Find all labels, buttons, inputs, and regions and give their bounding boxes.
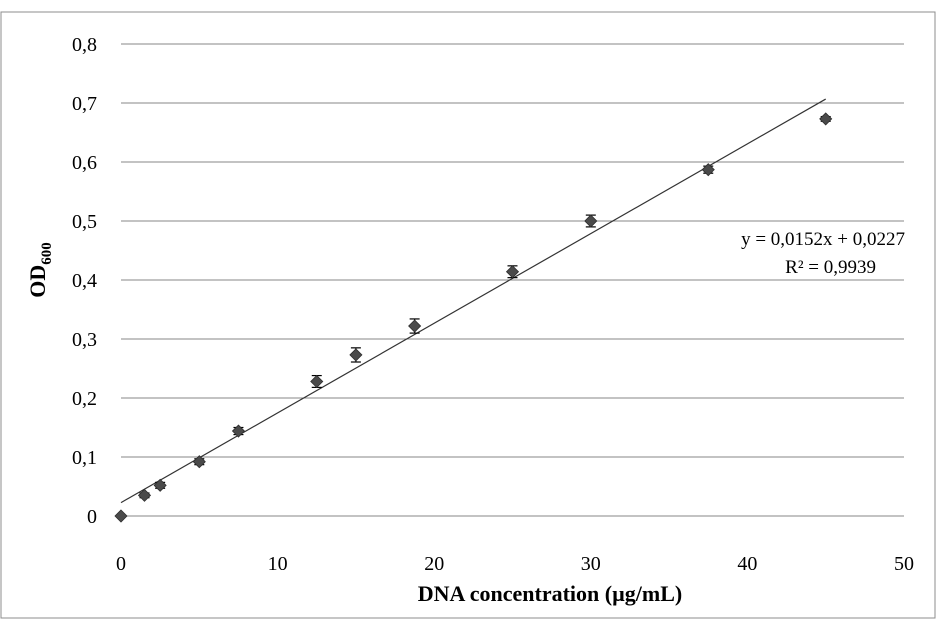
y-tick-label: 0,6 — [72, 152, 97, 174]
data-point — [584, 214, 598, 228]
trendline-equation: y = 0,0152x + 0,0227 — [741, 229, 905, 250]
gridlines — [121, 43, 904, 458]
data-point — [137, 488, 152, 502]
x-tick-label: 30 — [581, 553, 601, 575]
y-axis-title-main: OD — [25, 265, 50, 298]
data-point — [408, 319, 422, 333]
y-tick-label: 0,4 — [72, 270, 97, 292]
x-axis-title: DNA concentration (µg/mL) — [418, 581, 682, 606]
x-tick-label: 20 — [424, 553, 444, 575]
x-tick-label: 40 — [737, 553, 757, 575]
data-point — [192, 455, 206, 469]
r-squared-label: R² = 0,9939 — [785, 257, 876, 278]
y-tick-labels: 0 0,1 0,2 0,3 0,4 0,5 0,6 0,7 0,8 — [72, 34, 97, 528]
x-tick-label: 50 — [894, 553, 914, 575]
data-point — [349, 348, 363, 362]
y-tick-label: 0,5 — [72, 211, 97, 233]
y-tick-label: 0,3 — [72, 329, 97, 351]
y-tick-label: 0,1 — [72, 447, 97, 469]
y-axis-title-subscript: 600 — [39, 242, 55, 265]
data-points — [114, 112, 833, 523]
y-axis-title: OD600 — [25, 242, 55, 298]
chart-border — [0, 11, 936, 619]
data-point — [310, 374, 324, 389]
data-point — [153, 478, 167, 492]
data-point — [114, 509, 128, 523]
y-tick-label: 0,7 — [72, 93, 97, 115]
y-tick-label: 0,2 — [72, 388, 97, 410]
data-point — [701, 163, 715, 177]
data-point — [505, 265, 520, 279]
y-tick-label: 0,8 — [72, 34, 97, 56]
x-tick-label: 0 — [116, 553, 126, 575]
x-tick-labels: 0 10 20 30 40 50 — [116, 553, 914, 575]
y-tick-label: 0 — [87, 506, 97, 528]
data-point — [819, 112, 833, 126]
data-point — [231, 424, 246, 438]
x-tick-label: 10 — [268, 553, 288, 575]
